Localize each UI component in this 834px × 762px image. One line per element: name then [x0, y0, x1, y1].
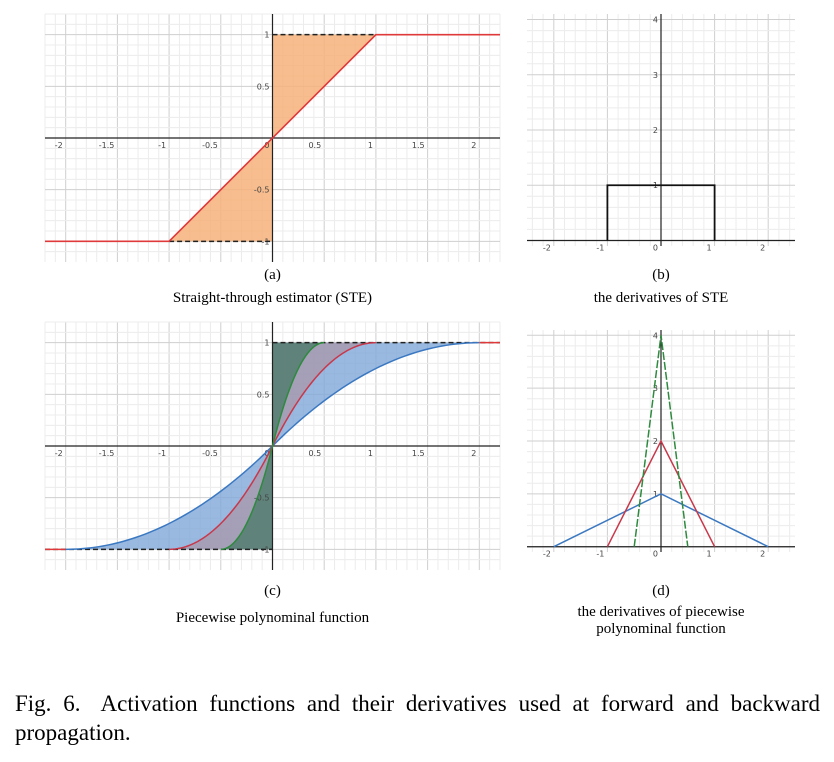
subfigure-title: Piecewise polynominal function: [175, 610, 370, 626]
y-tick-label: -0.5: [254, 186, 270, 195]
figure-label: Fig. 6.: [15, 691, 81, 716]
subcaption-d: (d) the derivatives of piecewise polynom…: [527, 583, 795, 638]
series-line: [633, 335, 689, 547]
x-tick-label: -1.5: [99, 141, 115, 150]
subfigure-label: (a): [264, 267, 281, 283]
x-tick-label: -1: [158, 449, 166, 458]
x-tick-label: -1: [596, 243, 604, 252]
y-tick-label: 0.5: [257, 390, 270, 399]
y-tick-label: -0.5: [254, 494, 270, 503]
x-tick-label: 2: [471, 449, 476, 458]
x-tick-label: -2: [55, 141, 63, 150]
chart-panel-b: -2 -1 0 1 2 4 3 2 1: [527, 14, 795, 252]
x-tick-label: 1.5: [412, 141, 425, 150]
subcaption-b: (b) the derivatives of STE: [527, 267, 795, 307]
subfigure-title: the derivatives of STE: [593, 290, 729, 306]
y-tick-label: 3: [653, 384, 658, 393]
x-tick-label: 2: [760, 550, 765, 559]
chart-panel-d: -2 -1 0 1 2 4 3 2 1: [527, 330, 795, 559]
x-tick-label: -0.5: [202, 449, 218, 458]
x-tick-label: 1: [707, 550, 712, 559]
x-tick-label: 0.5: [308, 449, 321, 458]
subfigure-label: (b): [652, 267, 670, 283]
x-tick-label: 2: [471, 141, 476, 150]
x-tick-label: 0: [653, 550, 658, 559]
subcaption-a: (a) Straight-through estimator (STE): [45, 267, 500, 307]
series-line: [606, 439, 716, 548]
subfigure-label: (d): [652, 583, 670, 599]
piecewise-derivative-plot: -2 -1 0 1 2 4 3 2 1: [527, 330, 795, 559]
x-tick-label: 1: [707, 243, 712, 252]
x-tick-label: -1: [596, 550, 604, 559]
y-tick-label: 2: [653, 126, 658, 135]
x-tick-label: 0.5: [308, 141, 321, 150]
x-tick-label: 0: [264, 141, 269, 150]
x-tick-label: 1.5: [412, 449, 425, 458]
series-line: [606, 184, 716, 241]
y-tick-label: 0.5: [257, 82, 270, 91]
x-tick-label: -0.5: [202, 141, 218, 150]
x-tick-label: -2: [543, 550, 551, 559]
y-tick-label: 1: [653, 490, 658, 499]
x-tick-label: 0: [653, 243, 658, 252]
y-tick-label: 2: [653, 437, 658, 446]
subcaption-c: (c) Piecewise polynominal function: [45, 583, 500, 627]
y-tick-label: 4: [653, 331, 658, 340]
subfigure-label: (c): [264, 583, 281, 599]
y-tick-label: 1: [264, 31, 269, 40]
x-tick-label: 0: [264, 449, 269, 458]
x-tick-label: -1: [158, 141, 166, 150]
y-tick-label: 3: [653, 71, 658, 80]
x-tick-label: -2: [543, 243, 551, 252]
x-tick-label: -2: [55, 449, 63, 458]
x-tick-label: 2: [760, 243, 765, 252]
subfigure-title: Straight-through estimator (STE): [172, 290, 373, 306]
figure-caption-text: Activation functions and their derivativ…: [15, 691, 821, 745]
y-tick-label: 4: [653, 16, 658, 25]
series-line: [45, 33, 500, 243]
subfigure-title-line-1: the derivatives of piecewise: [577, 604, 745, 620]
figure-caption: Fig. 6. Activation functions and their de…: [15, 689, 820, 747]
shaded-region-right: [272, 342, 325, 446]
x-tick-label: 1: [368, 141, 373, 150]
subfigure-title-line-2: polynominal function: [596, 621, 726, 637]
series-line: [220, 341, 325, 551]
y-tick-label: 1: [264, 339, 269, 348]
x-tick-label: 1: [368, 449, 373, 458]
x-tick-label: -1.5: [99, 449, 115, 458]
shaded-region-left: [220, 446, 273, 550]
series-line: [553, 493, 769, 548]
